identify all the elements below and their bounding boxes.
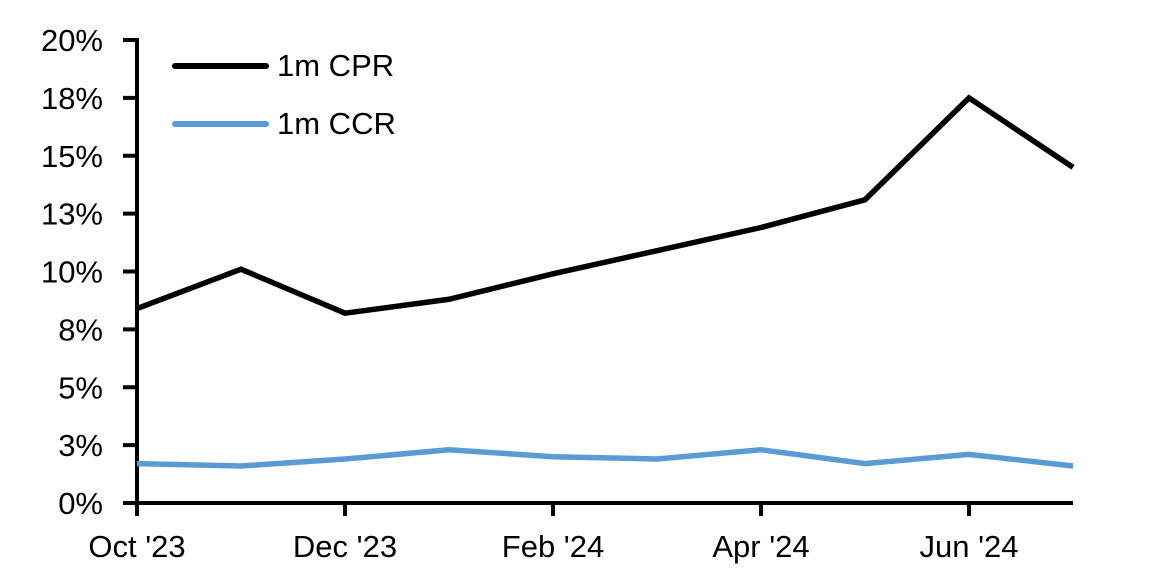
legend-item-ccr: 1m CCR xyxy=(172,106,396,142)
ccr-line-swatch xyxy=(172,121,269,127)
x-tick-label: Jun '24 xyxy=(920,529,1019,564)
y-tick-label: 13% xyxy=(41,197,103,232)
y-tick-label: 10% xyxy=(41,255,103,290)
x-tick-label: Feb '24 xyxy=(502,529,604,564)
series-line-1m-cpr xyxy=(136,94,1075,316)
cpr-line-swatch xyxy=(172,63,269,69)
series-line-1m-ccr xyxy=(136,446,1074,469)
y-tick-label: 18% xyxy=(41,81,103,116)
y-tick-label: 0% xyxy=(58,486,103,521)
legend-label-ccr: 1m CCR xyxy=(277,106,396,141)
y-tick-label: 20% xyxy=(41,23,103,58)
legend: 1m CPR 1m CCR xyxy=(172,48,396,142)
x-tick-label: Oct '23 xyxy=(88,529,185,564)
y-tick-label: 15% xyxy=(41,139,103,174)
y-tick-label: 5% xyxy=(58,370,103,405)
legend-label-cpr: 1m CPR xyxy=(277,48,395,83)
y-tick-label: 8% xyxy=(58,312,103,347)
x-tick-label: Dec '23 xyxy=(293,529,397,564)
y-tick-label: 3% xyxy=(58,428,103,463)
x-tick-label: Apr '24 xyxy=(712,529,809,564)
legend-item-cpr: 1m CPR xyxy=(172,48,396,84)
